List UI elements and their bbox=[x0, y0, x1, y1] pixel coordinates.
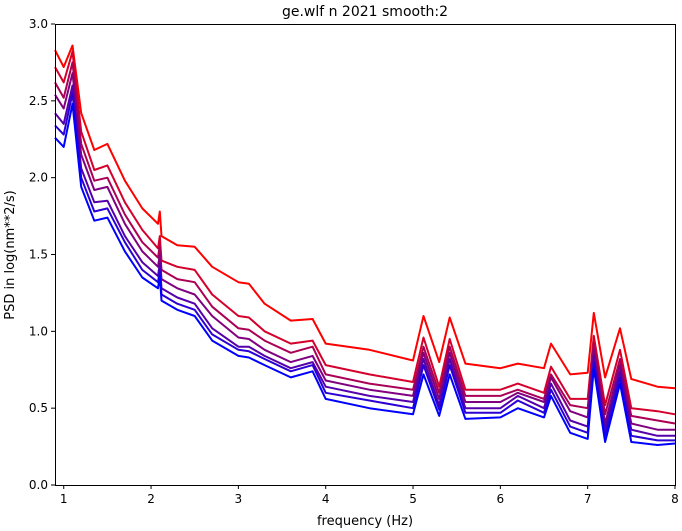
series-line-6 bbox=[54, 92, 675, 442]
x-tick-label: 3 bbox=[235, 492, 243, 506]
x-tick-label: 7 bbox=[584, 492, 592, 506]
series-line-3 bbox=[54, 61, 676, 425]
y-tick-label: 0.5 bbox=[29, 401, 48, 415]
plot-area-frame bbox=[55, 24, 676, 486]
y-tick-label: 2.5 bbox=[29, 94, 48, 108]
series-layer bbox=[54, 44, 676, 446]
x-tick-label: 5 bbox=[409, 492, 417, 506]
y-tick-label: 3.0 bbox=[29, 17, 48, 31]
series-line-2 bbox=[54, 50, 676, 416]
x-axis-label: frequency (Hz) bbox=[317, 514, 413, 529]
series-line-5 bbox=[54, 84, 675, 437]
series-line-4 bbox=[54, 72, 675, 431]
y-axis-ticks: 0.0 0.5 1.0 1.5 2.0 2.5 3.0 bbox=[29, 17, 55, 492]
x-tick-label: 1 bbox=[60, 492, 68, 506]
y-axis-label: PSD in log(nm**2/s) bbox=[3, 190, 18, 320]
y-tick-label: 1.5 bbox=[29, 248, 48, 262]
series-line-7 bbox=[54, 102, 676, 446]
x-tick-label: 6 bbox=[497, 492, 505, 506]
series-line-1 bbox=[54, 44, 676, 390]
chart-title: ge.wlf n 2021 smooth:2 bbox=[282, 4, 448, 20]
x-tick-label: 8 bbox=[671, 492, 679, 506]
x-tick-label: 4 bbox=[322, 492, 330, 506]
x-tick-label: 2 bbox=[147, 492, 155, 506]
y-tick-label: 0.0 bbox=[29, 478, 48, 492]
y-tick-label: 1.0 bbox=[29, 324, 48, 338]
x-axis-ticks: 1 2 3 4 5 6 7 8 bbox=[60, 485, 679, 506]
y-tick-label: 2.0 bbox=[29, 171, 48, 185]
